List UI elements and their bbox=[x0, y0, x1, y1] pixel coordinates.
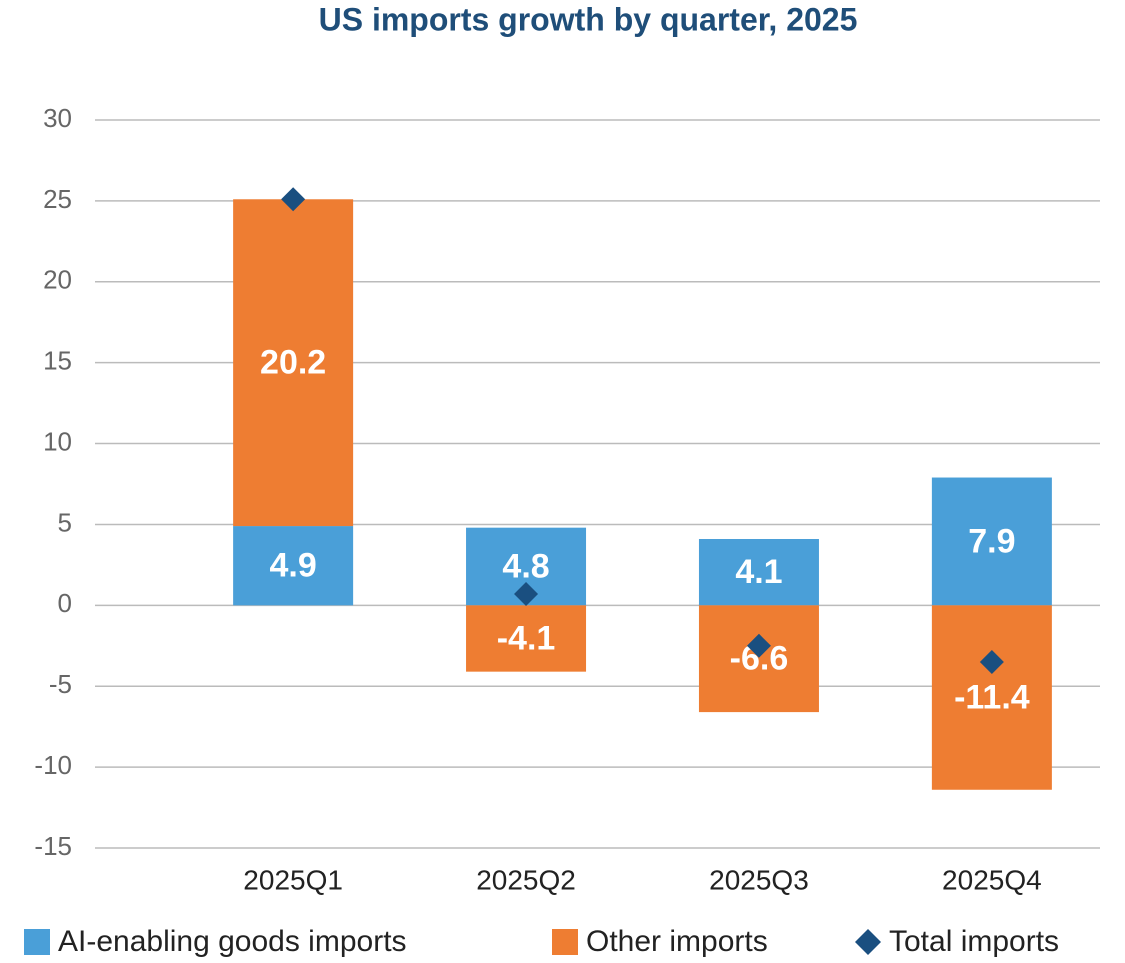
value-label: -4.1 bbox=[497, 619, 556, 657]
bar bbox=[698, 605, 819, 713]
value-label: 4.8 bbox=[502, 547, 549, 585]
y-tick-label: 10 bbox=[43, 426, 72, 456]
y-tick-label: 30 bbox=[43, 103, 72, 133]
y-tick-label: 5 bbox=[58, 507, 72, 537]
legend-label: Other imports bbox=[586, 925, 768, 958]
x-tick-label: 2025Q2 bbox=[476, 864, 576, 895]
y-tick-label: 25 bbox=[43, 184, 72, 214]
x-tick-label: 2025Q1 bbox=[243, 864, 343, 895]
marker bbox=[281, 187, 306, 212]
y-tick-label: -15 bbox=[34, 831, 72, 861]
marker bbox=[514, 582, 539, 607]
y-tick-label: -5 bbox=[49, 669, 72, 699]
bar bbox=[931, 477, 1052, 606]
legend-label: Total imports bbox=[889, 925, 1059, 958]
y-tick-label: 0 bbox=[58, 588, 72, 618]
y-tick-label: 20 bbox=[43, 265, 72, 295]
bar bbox=[233, 199, 354, 527]
chart-title: US imports growth by quarter, 2025 bbox=[319, 1, 858, 37]
bar bbox=[698, 539, 819, 606]
value-label: 7.9 bbox=[968, 522, 1015, 560]
marker bbox=[979, 649, 1004, 674]
legend-marker bbox=[855, 929, 881, 955]
value-label: 20.2 bbox=[260, 344, 326, 382]
legend-label: AI-enabling goods imports bbox=[58, 925, 407, 958]
marker bbox=[746, 633, 771, 658]
bar bbox=[466, 605, 587, 672]
y-tick-label: 15 bbox=[43, 346, 72, 376]
legend-swatch bbox=[552, 929, 578, 955]
legend-swatch bbox=[24, 929, 50, 955]
x-tick-label: 2025Q4 bbox=[942, 864, 1042, 895]
value-label: 4.1 bbox=[735, 553, 782, 591]
bar bbox=[233, 526, 354, 606]
value-label: -11.4 bbox=[954, 679, 1030, 717]
bar bbox=[931, 605, 1052, 790]
y-tick-label: -10 bbox=[34, 750, 72, 780]
x-tick-label: 2025Q3 bbox=[709, 864, 809, 895]
value-label: 4.9 bbox=[269, 547, 316, 585]
